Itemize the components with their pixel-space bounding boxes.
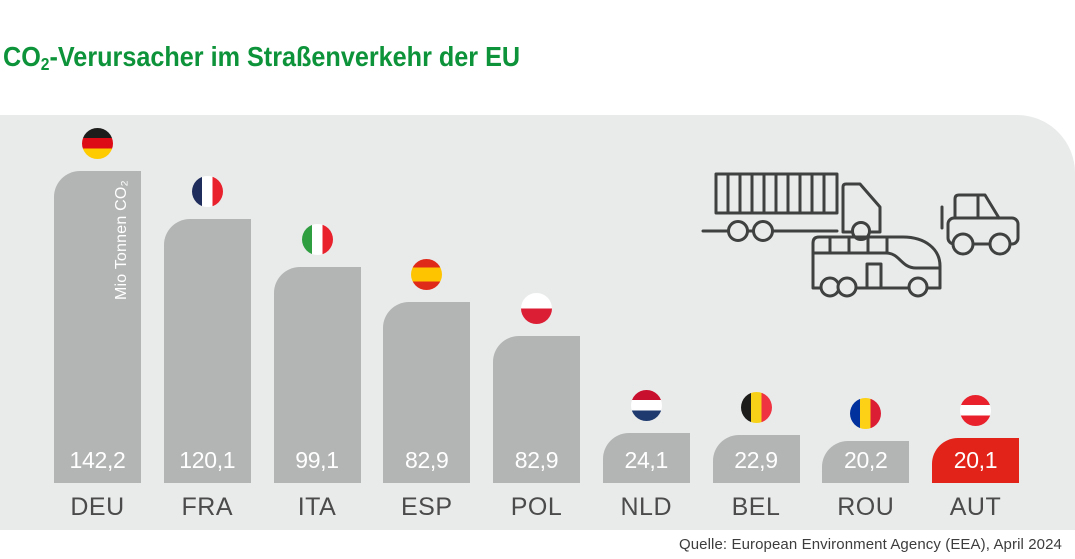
bar-column-fra: 120,1 FRA <box>163 115 251 521</box>
bar-ita: 99,1 <box>273 267 361 483</box>
bar-column-nld: 24,1 NLD <box>602 115 690 521</box>
country-label: DEU <box>70 493 125 521</box>
spain-flag-icon <box>411 259 443 290</box>
bar-column-pol: 82,9 POL <box>493 115 580 521</box>
truck-icon <box>703 174 880 241</box>
bar-value: 99,1 <box>295 447 339 473</box>
chart-panel: 142,2 Mio Tonnen CO₂ DEU 120,1 FRA 99,1 ITA 82,… <box>0 115 1075 530</box>
country-label: AUT <box>949 493 1002 521</box>
bar-value: 22,9 <box>734 447 778 473</box>
bus-icon <box>813 237 940 296</box>
netherlands-flag-icon <box>630 390 662 421</box>
bar-nld: 24,1 <box>602 433 690 483</box>
source-note: Quelle: European Environment Agency (EEA… <box>678 536 1062 553</box>
poland-flag-icon <box>521 293 552 324</box>
belgium-flag-icon <box>740 392 772 423</box>
bars-row: 142,2 Mio Tonnen CO₂ DEU 120,1 FRA 99,1 ITA 82,… <box>54 115 1019 521</box>
bar-column-bel: 22,9 BEL <box>712 115 800 521</box>
vehicles-illustration <box>700 160 1030 300</box>
bar-value: 82,9 <box>404 447 449 473</box>
bar-column-esp: 82,9 ESP <box>383 115 471 521</box>
romania-flag-icon <box>850 398 882 429</box>
bar-column-rou: 20,2 ROU <box>822 115 910 521</box>
germany-flag-icon <box>82 128 113 159</box>
bar-value: 82,9 <box>514 447 559 473</box>
title-rest: -Verursacher im Straßenverkehr der EU <box>49 41 521 72</box>
bar-pol: 82,9 <box>493 336 580 483</box>
france-flag-icon <box>191 176 223 207</box>
country-label: FRA <box>181 493 233 521</box>
bar-esp: 82,9 <box>383 302 471 483</box>
bar-column-ita: 99,1 ITA <box>273 115 361 521</box>
page-title: CO2-Verursacher im Straßenverkehr der EU <box>3 40 520 75</box>
bar-column-aut: 20,1 AUT <box>932 115 1019 521</box>
bar-deu: 142,2 Mio Tonnen CO₂ <box>54 171 141 483</box>
country-label: POL <box>510 493 563 521</box>
country-label: NLD <box>620 493 672 521</box>
bar-value: 20,2 <box>843 447 888 473</box>
italy-flag-icon <box>301 224 333 255</box>
bar-value: 120,1 <box>179 447 236 473</box>
bar-value: 20,1 <box>953 447 998 473</box>
country-label: ROU <box>837 493 895 521</box>
country-label: ESP <box>400 493 453 521</box>
country-label: BEL <box>731 493 781 521</box>
bar-value: 142,2 <box>69 447 126 473</box>
title-prefix: CO <box>3 41 41 72</box>
bar-rou: 20,2 <box>822 441 910 483</box>
car-icon <box>942 195 1018 254</box>
bar-bel: 22,9 <box>712 435 800 483</box>
bar-column-deu: 142,2 Mio Tonnen CO₂ DEU <box>54 115 141 521</box>
unit-label: Mio Tonnen CO₂ <box>113 180 130 300</box>
title-subscript: 2 <box>40 53 50 74</box>
bar-value: 24,1 <box>624 447 669 473</box>
bar-aut: 20,1 <box>932 438 1019 483</box>
bar-fra: 120,1 <box>163 219 251 483</box>
austria-flag-icon <box>960 395 991 426</box>
country-label: ITA <box>297 493 337 521</box>
